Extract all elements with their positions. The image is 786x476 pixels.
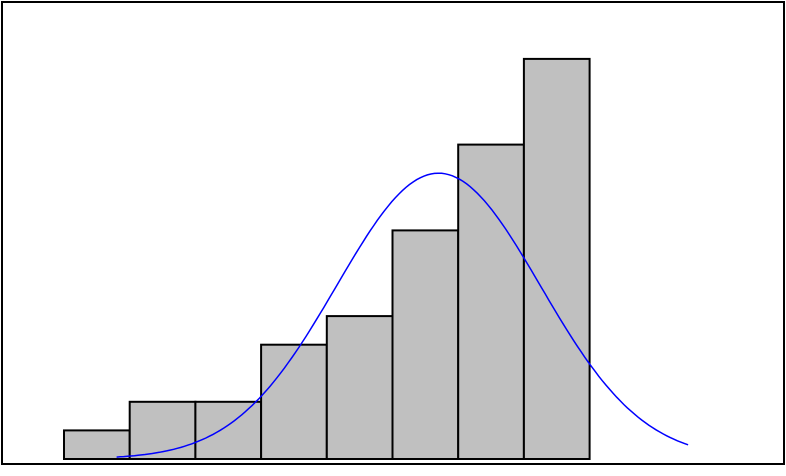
histogram-bar (325, 315, 394, 460)
histogram-bar (391, 229, 460, 460)
fitted-normal-curve (116, 172, 689, 458)
bars-group (63, 57, 591, 461)
histogram-bar (128, 400, 197, 460)
histogram-bar (194, 400, 263, 460)
histogram-bar (522, 57, 591, 461)
histogram-bar (457, 143, 525, 460)
histogram-bar (260, 343, 328, 461)
histogram-bar (63, 429, 131, 460)
